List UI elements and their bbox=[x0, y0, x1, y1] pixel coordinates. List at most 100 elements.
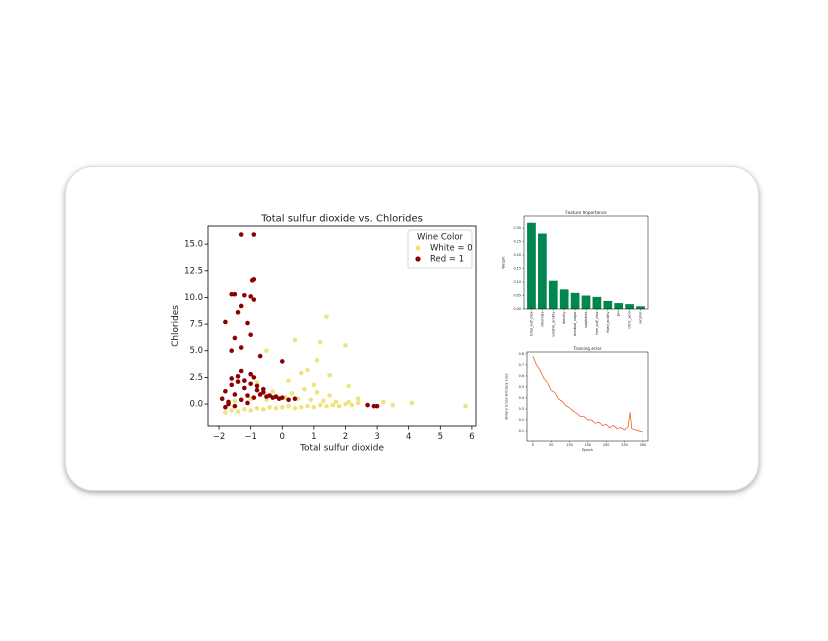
y-tick-label: 0.1 bbox=[519, 429, 524, 433]
point bbox=[374, 403, 380, 409]
bar bbox=[603, 300, 613, 309]
x-tick-label: total_sulf_diox bbox=[529, 312, 533, 336]
point bbox=[232, 335, 238, 341]
point bbox=[261, 386, 266, 392]
point bbox=[245, 320, 250, 326]
x-tick-label: 100 bbox=[566, 443, 572, 447]
y-tick-label: 0.6 bbox=[519, 374, 524, 378]
bar bbox=[538, 233, 547, 309]
x-tick-label: 4 bbox=[406, 432, 411, 442]
point bbox=[261, 407, 266, 412]
point bbox=[343, 343, 348, 348]
point bbox=[317, 339, 323, 345]
y-tick-label: 0.15 bbox=[513, 267, 521, 271]
point bbox=[238, 232, 244, 237]
x-tick-label: free_sulf_diox bbox=[595, 312, 599, 335]
card bbox=[65, 166, 759, 491]
x-tick-label: 200 bbox=[603, 443, 609, 447]
point bbox=[232, 403, 238, 409]
point bbox=[264, 397, 269, 403]
point bbox=[264, 348, 269, 354]
point bbox=[409, 400, 415, 406]
point bbox=[251, 395, 257, 400]
point bbox=[219, 396, 225, 402]
point bbox=[317, 402, 323, 408]
point bbox=[305, 403, 310, 409]
legend-box bbox=[407, 229, 473, 269]
y-tick-label: 5.0 bbox=[189, 346, 203, 356]
point bbox=[238, 397, 244, 403]
y-tick-label: 0.30 bbox=[513, 226, 521, 230]
point bbox=[254, 406, 260, 411]
point bbox=[333, 399, 339, 405]
x-tick-label: residual_sugar bbox=[573, 311, 577, 336]
x-tick-label: 300 bbox=[640, 443, 646, 447]
y-tick-label: 2.5 bbox=[189, 373, 203, 383]
point bbox=[249, 278, 255, 283]
y-tick-label: 0.2 bbox=[519, 418, 524, 422]
point bbox=[381, 399, 386, 405]
point bbox=[229, 376, 235, 381]
point bbox=[336, 403, 342, 409]
point bbox=[248, 332, 253, 338]
x-tick-label: citric_acid bbox=[628, 312, 632, 329]
point bbox=[229, 348, 235, 354]
loss-line bbox=[532, 356, 643, 433]
point bbox=[327, 393, 332, 398]
chart-title: Total sulfur dioxide vs. Chlorides bbox=[260, 214, 423, 225]
y-tick-label: 10.0 bbox=[184, 293, 203, 303]
x-tick-label: chlorides bbox=[540, 311, 544, 327]
point bbox=[292, 337, 298, 343]
y-tick-label: 0.00 bbox=[513, 307, 521, 311]
y-tick-label: 0.25 bbox=[513, 240, 521, 244]
point bbox=[242, 378, 247, 383]
point bbox=[324, 314, 329, 319]
point bbox=[242, 292, 247, 298]
y-tick-label: 0.7 bbox=[519, 363, 524, 367]
point bbox=[251, 232, 257, 237]
point bbox=[305, 367, 310, 373]
x-tick-label: alcohol bbox=[639, 311, 643, 323]
point bbox=[242, 407, 247, 412]
point bbox=[235, 374, 241, 379]
point bbox=[302, 386, 307, 392]
point bbox=[267, 404, 272, 410]
y-axis-label: Binary Cross Entropy Loss bbox=[505, 373, 509, 419]
y-tick-label: 0.0 bbox=[189, 400, 203, 410]
point bbox=[261, 390, 266, 395]
bar bbox=[636, 306, 645, 309]
point bbox=[355, 400, 361, 406]
y-tick-label: 12.5 bbox=[184, 266, 203, 276]
point bbox=[314, 390, 320, 395]
y-axis-label: Chlorides bbox=[171, 305, 181, 347]
point bbox=[245, 400, 250, 406]
point bbox=[238, 368, 244, 374]
point bbox=[308, 397, 314, 403]
x-tick-label: 50 bbox=[549, 443, 553, 447]
point bbox=[286, 403, 291, 409]
point bbox=[223, 404, 228, 410]
point bbox=[327, 372, 332, 378]
axes-frame bbox=[526, 351, 649, 442]
y-tick-label: 0.5 bbox=[519, 385, 524, 389]
point bbox=[273, 406, 279, 411]
bar bbox=[527, 222, 536, 309]
point bbox=[242, 385, 247, 391]
x-axis-label: Total sulfur dioxide bbox=[299, 444, 384, 454]
point bbox=[245, 393, 250, 398]
point bbox=[298, 370, 304, 376]
point bbox=[365, 402, 370, 408]
x-tick-label: −1 bbox=[244, 432, 257, 442]
bar bbox=[548, 280, 558, 309]
point bbox=[295, 396, 301, 402]
x-tick-label: 250 bbox=[621, 443, 627, 447]
bar bbox=[559, 289, 569, 309]
point bbox=[226, 401, 231, 407]
point bbox=[232, 398, 238, 404]
x-tick-label: density bbox=[562, 312, 566, 324]
x-tick-label: pH bbox=[617, 311, 621, 316]
point bbox=[324, 403, 329, 409]
legend-marker bbox=[415, 245, 421, 251]
y-tick-label: 0.10 bbox=[513, 280, 521, 284]
